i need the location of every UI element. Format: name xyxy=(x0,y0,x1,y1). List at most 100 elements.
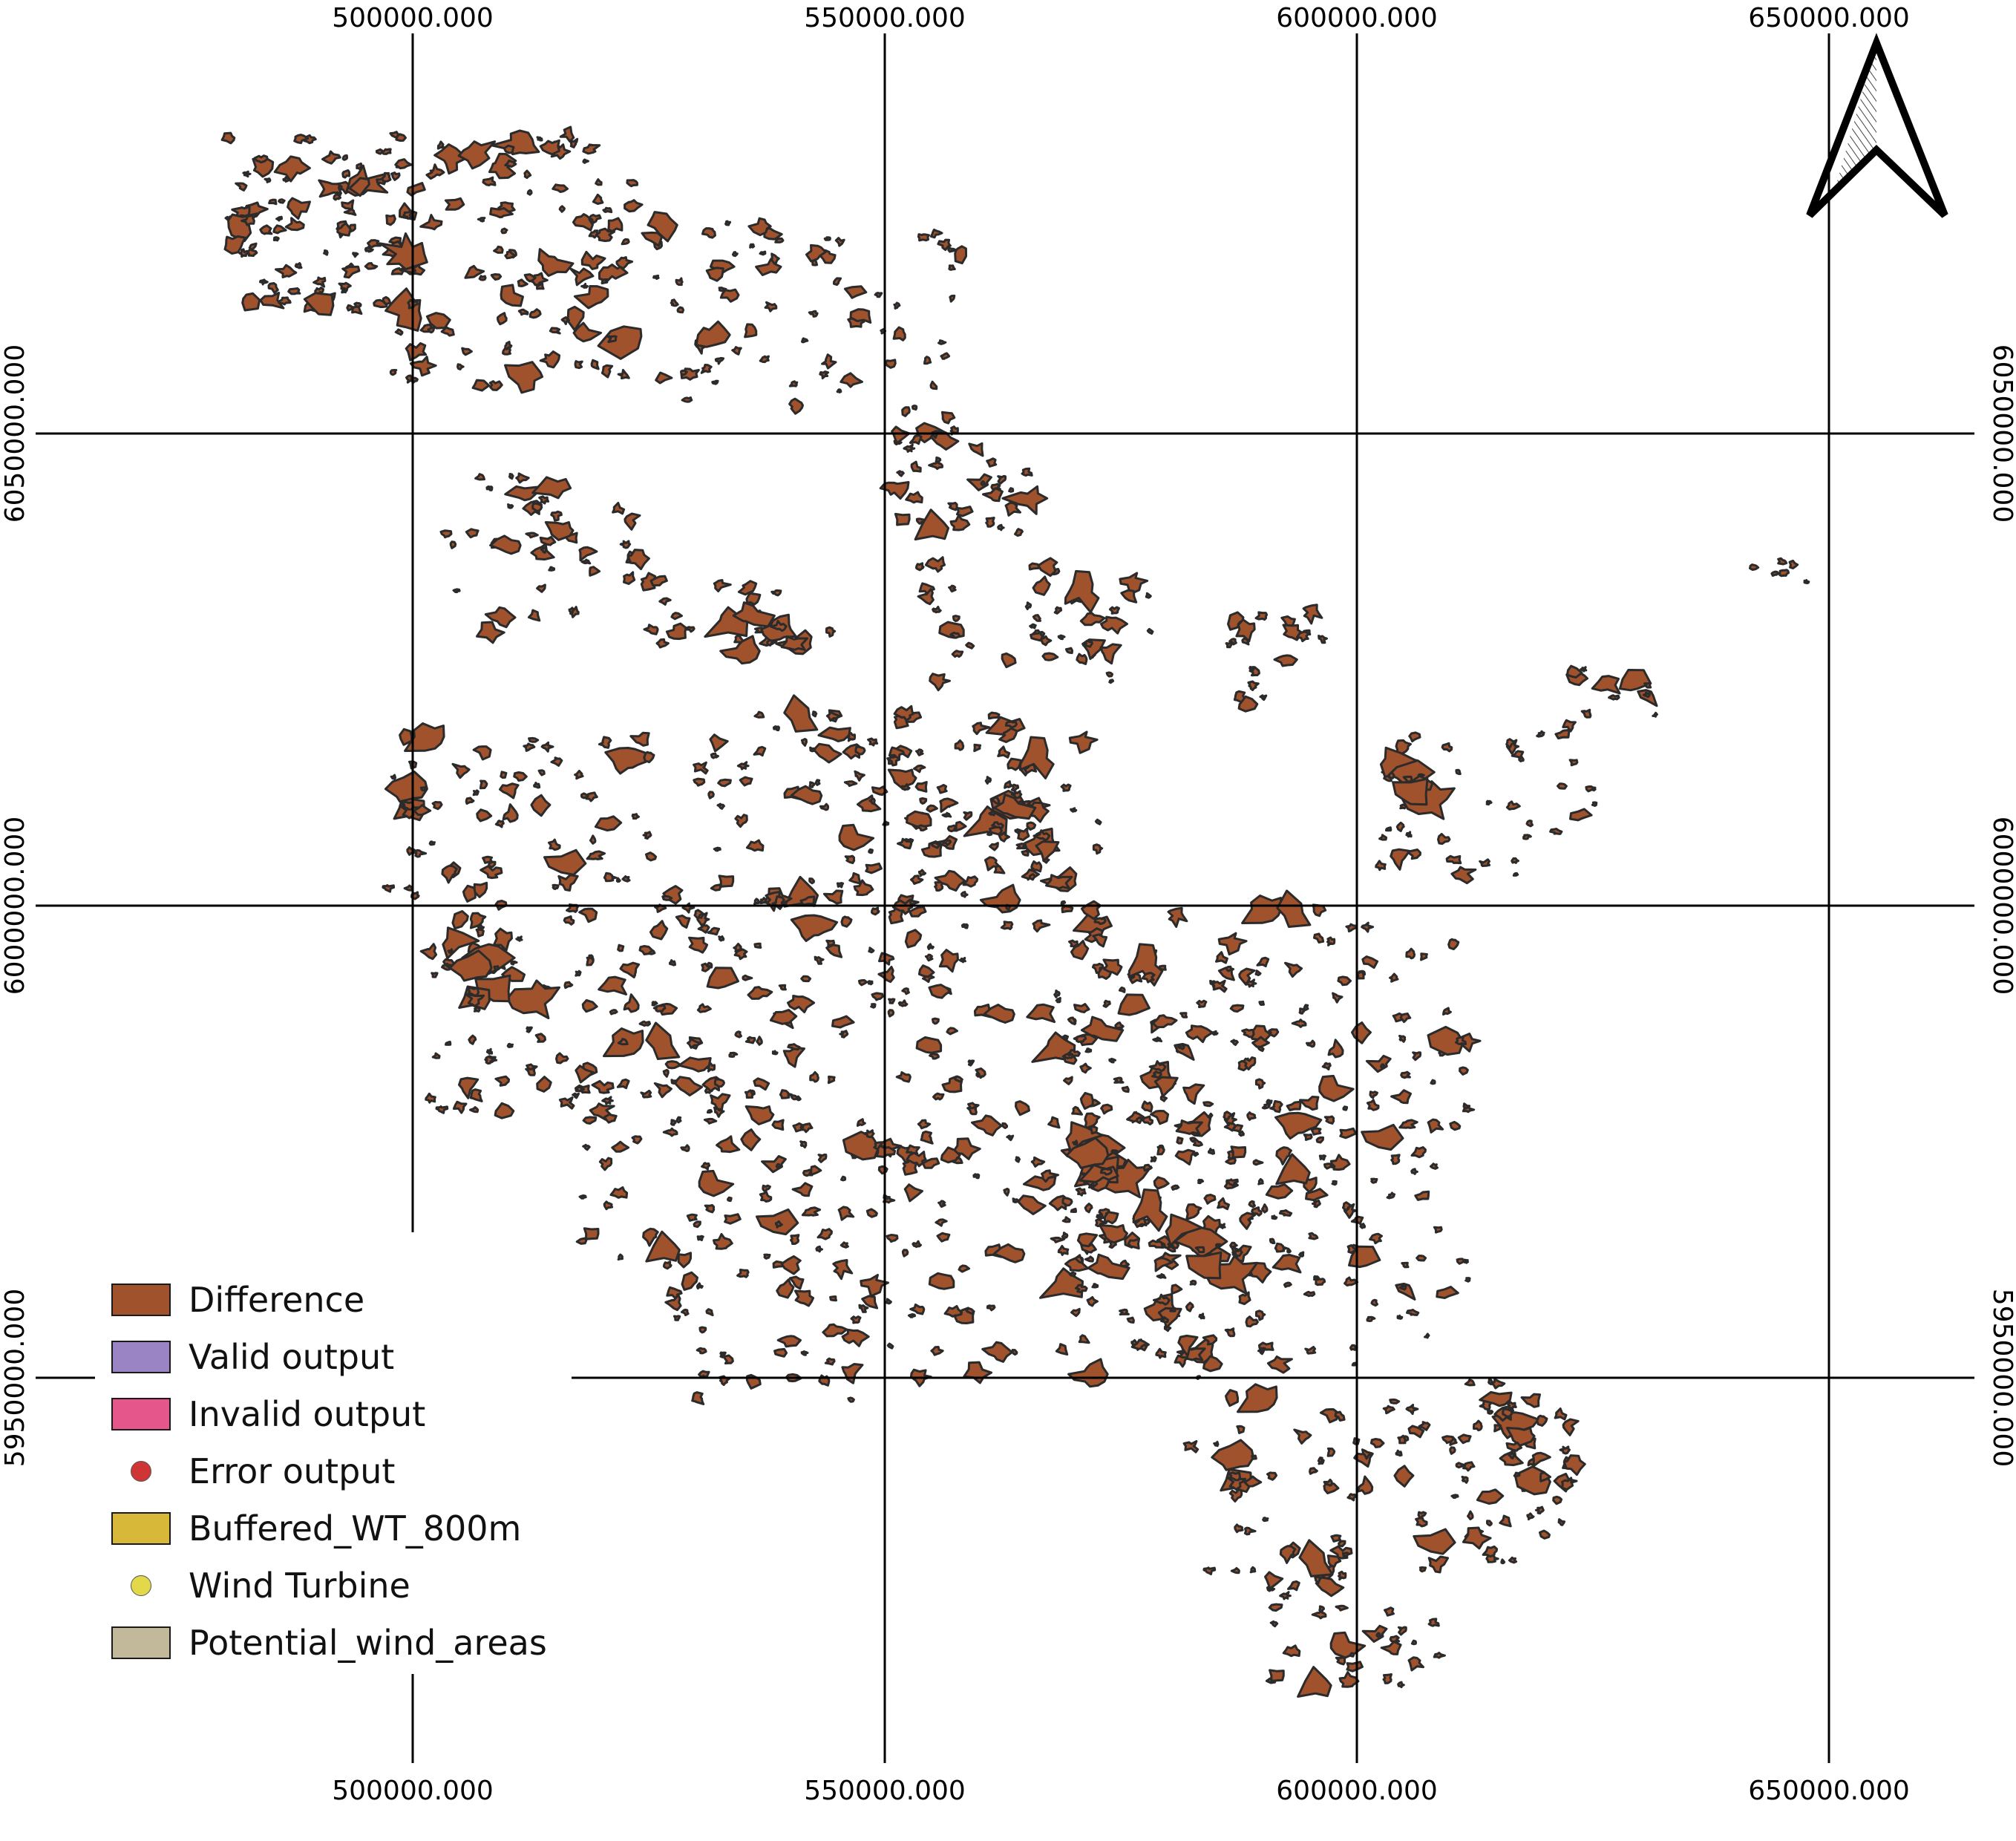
difference-patch xyxy=(1218,1223,1226,1229)
difference-patch xyxy=(582,1116,598,1125)
difference-patch xyxy=(1393,1465,1415,1488)
difference-patch xyxy=(623,993,640,1013)
difference-patch xyxy=(1344,1276,1359,1286)
difference-patch xyxy=(993,864,1006,874)
difference-patch xyxy=(1345,923,1358,933)
difference-patch xyxy=(1351,1361,1358,1367)
difference-patch xyxy=(1380,1640,1402,1655)
difference-patch xyxy=(550,756,563,767)
difference-patch xyxy=(461,347,473,356)
difference-patch xyxy=(1072,1139,1079,1146)
difference-patch xyxy=(844,854,856,865)
difference-patch xyxy=(744,323,758,339)
difference-patch xyxy=(1228,1488,1243,1502)
difference-patch xyxy=(673,1076,704,1096)
difference-patch xyxy=(1317,1456,1323,1464)
difference-patch xyxy=(744,1105,775,1125)
difference-patch xyxy=(617,944,625,952)
difference-patch xyxy=(901,1249,909,1258)
difference-patch xyxy=(1405,947,1416,960)
difference-patch xyxy=(717,778,732,788)
difference-patch xyxy=(1417,1511,1427,1520)
difference-patch xyxy=(1015,843,1027,850)
difference-patch xyxy=(592,193,604,205)
legend-item: Invalid output xyxy=(111,1385,572,1442)
difference-patch xyxy=(1248,1200,1256,1209)
difference-patch xyxy=(264,177,272,183)
difference-patch xyxy=(1554,1407,1568,1421)
difference-patch xyxy=(540,741,554,753)
difference-patch xyxy=(733,948,748,961)
difference-patch xyxy=(923,356,932,365)
difference-patch xyxy=(960,923,969,929)
difference-patch xyxy=(1146,627,1154,635)
difference-patch xyxy=(1010,783,1020,792)
difference-patch xyxy=(693,761,709,775)
difference-patch xyxy=(901,406,911,417)
difference-patch xyxy=(589,566,601,577)
difference-patch xyxy=(621,238,630,246)
difference-patch xyxy=(1414,1190,1430,1201)
difference-patch xyxy=(1342,1105,1349,1111)
difference-patch xyxy=(1284,961,1303,978)
difference-patch xyxy=(341,199,355,211)
difference-patch xyxy=(626,549,650,571)
difference-patch xyxy=(544,521,575,541)
difference-patch xyxy=(1539,1529,1551,1540)
difference-patch xyxy=(1145,592,1152,599)
difference-patch xyxy=(747,217,772,237)
difference-patch xyxy=(525,1066,536,1076)
difference-patch xyxy=(940,411,956,425)
difference-patch xyxy=(863,1129,875,1139)
legend-label: Potential_wind_areas xyxy=(189,1622,547,1663)
difference-patch xyxy=(489,207,514,219)
difference-patch xyxy=(441,864,458,884)
difference-patch xyxy=(1351,1021,1372,1044)
difference-patch xyxy=(936,1232,951,1243)
difference-patch xyxy=(836,388,842,393)
difference-patch xyxy=(1493,1424,1502,1433)
difference-patch xyxy=(1260,1203,1269,1214)
y-label-left-6000000: 6000000.000 xyxy=(0,817,30,995)
difference-patch xyxy=(1405,831,1413,838)
difference-patch xyxy=(924,953,934,962)
difference-patch xyxy=(718,874,735,888)
difference-patch xyxy=(581,998,598,1013)
difference-patch xyxy=(367,239,382,249)
difference-patch xyxy=(259,278,269,286)
difference-patch xyxy=(513,771,528,782)
difference-patch xyxy=(451,762,471,779)
difference-patch xyxy=(649,920,669,941)
difference-patch xyxy=(716,802,725,810)
difference-patch xyxy=(854,745,866,756)
difference-patch xyxy=(394,328,404,336)
difference-patch xyxy=(734,1030,742,1039)
difference-patch xyxy=(800,738,808,747)
difference-patch xyxy=(1053,990,1061,998)
difference-patch xyxy=(1418,1566,1427,1573)
difference-patch xyxy=(1152,1036,1163,1043)
difference-patch xyxy=(1395,821,1405,832)
difference-patch xyxy=(871,992,884,1001)
difference-patch xyxy=(799,1140,808,1149)
difference-patch xyxy=(932,1092,945,1101)
difference-patch xyxy=(745,839,765,852)
difference-patch xyxy=(713,846,721,852)
difference-patch xyxy=(1099,1168,1113,1176)
difference-patch xyxy=(968,442,984,457)
difference-patch xyxy=(1479,1390,1513,1407)
difference-patch xyxy=(792,1122,804,1133)
difference-patch xyxy=(655,1004,667,1013)
difference-patch xyxy=(1251,1036,1270,1048)
difference-patch xyxy=(563,915,575,926)
difference-patch xyxy=(1462,1461,1476,1472)
difference-patch xyxy=(983,1004,1015,1024)
difference-patch xyxy=(502,803,519,823)
difference-patch xyxy=(706,967,739,990)
difference-patch xyxy=(1238,1291,1251,1306)
difference-patch xyxy=(868,797,876,805)
difference-patch xyxy=(1427,1118,1444,1134)
difference-patch xyxy=(655,638,670,649)
difference-patch xyxy=(1060,900,1067,906)
difference-patch xyxy=(1000,920,1014,931)
